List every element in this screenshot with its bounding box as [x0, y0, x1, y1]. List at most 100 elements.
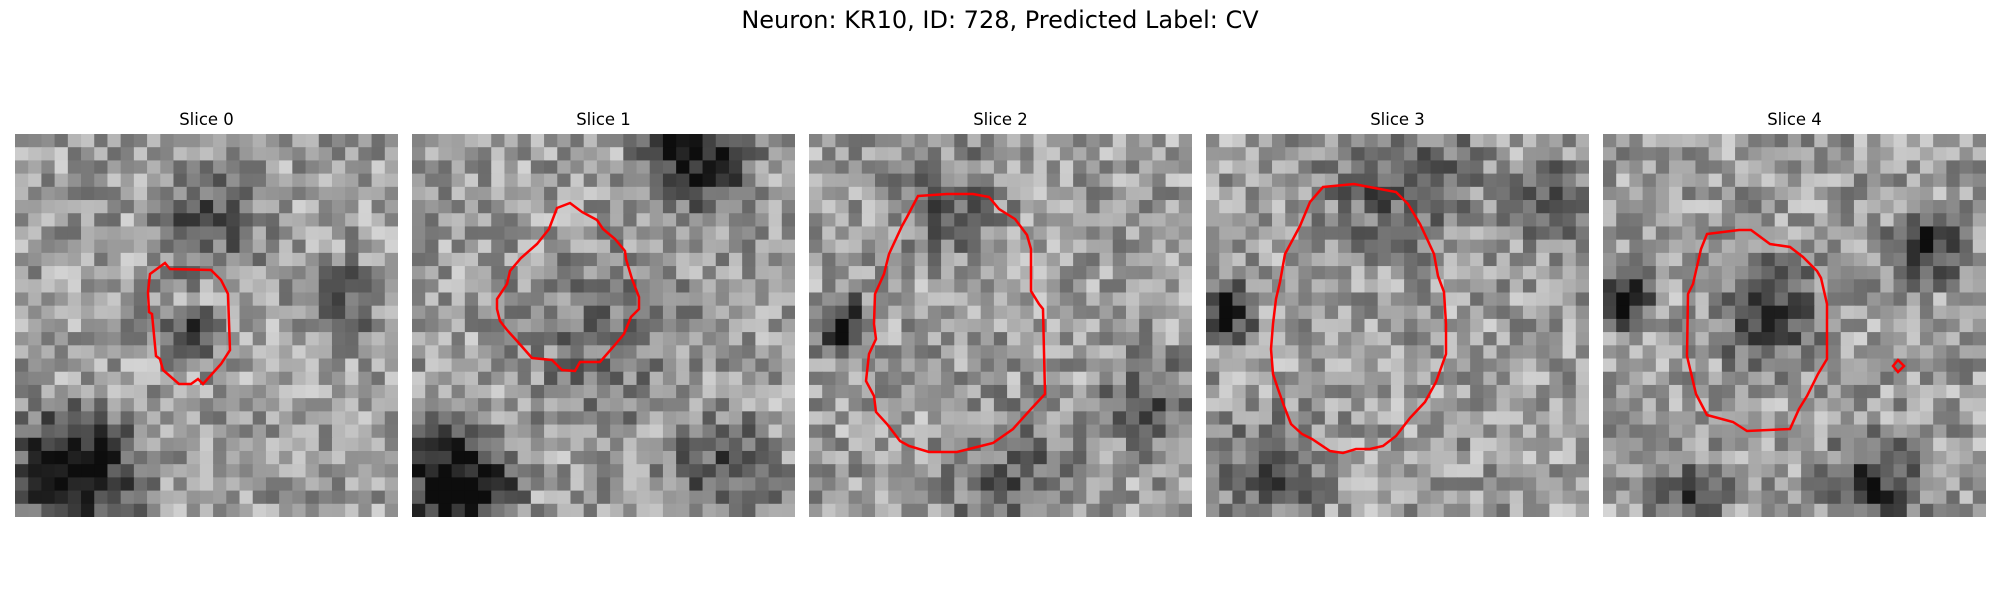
pixel [252, 200, 267, 214]
pixel [1562, 384, 1577, 399]
pixel [1575, 345, 1589, 360]
pixel [371, 292, 386, 307]
pixel [715, 239, 730, 254]
pixel [1721, 147, 1736, 162]
pixel [596, 437, 611, 452]
pixel [728, 173, 743, 188]
pixel [384, 226, 398, 241]
pixel [1787, 147, 1802, 162]
pixel [715, 371, 730, 386]
pixel [1853, 147, 1868, 162]
pixel [980, 450, 995, 465]
pixel [1549, 279, 1564, 294]
pixel [1219, 384, 1234, 399]
pixel [768, 292, 783, 307]
pixel [809, 437, 823, 452]
pixel [848, 464, 863, 478]
pixel [81, 292, 95, 307]
pixel [371, 411, 386, 426]
pixel [1086, 134, 1101, 148]
pixel [835, 266, 850, 280]
pixel [623, 384, 638, 399]
pixel [1245, 490, 1260, 505]
pixel [1536, 398, 1550, 412]
pixel [1616, 252, 1631, 267]
pixel [888, 411, 903, 426]
pixel [742, 173, 756, 188]
pixel [809, 411, 823, 426]
panel-title-slice-3: Slice 3 [1370, 110, 1425, 129]
pixel [1059, 411, 1074, 426]
pixel [226, 384, 241, 399]
pixel [345, 490, 359, 505]
pixel [623, 464, 638, 478]
pixel [848, 147, 863, 162]
pixel [1655, 371, 1670, 386]
pixel [412, 266, 426, 280]
pixel [1430, 147, 1445, 162]
pixel [120, 411, 135, 426]
pixel [451, 186, 466, 201]
pixel [120, 437, 135, 452]
pixel [1272, 437, 1286, 452]
pixel [1721, 490, 1736, 505]
pixel [649, 477, 664, 492]
pixel [1470, 345, 1484, 360]
pixel [186, 450, 201, 465]
pixel [544, 398, 558, 412]
pixel [1152, 226, 1167, 241]
pixel [94, 437, 109, 452]
pixel [1695, 358, 1710, 373]
pixel [1972, 186, 1986, 201]
pixel [1735, 134, 1749, 148]
pixel [1787, 239, 1802, 254]
pixel [213, 147, 227, 162]
pixel [1814, 226, 1829, 241]
pixel [728, 213, 743, 228]
pixel [478, 160, 492, 175]
pixel [478, 252, 492, 267]
pixel [1298, 371, 1313, 386]
pixel [81, 332, 95, 346]
pixel [689, 147, 704, 162]
pixel [1827, 490, 1842, 505]
pixel [689, 134, 704, 148]
pixel [1893, 160, 1908, 175]
pixel [1642, 358, 1657, 373]
pixel [848, 292, 863, 307]
pixel [583, 332, 598, 346]
pixel [1827, 332, 1842, 346]
pixel [425, 358, 440, 373]
pixel [15, 134, 29, 148]
pixel [848, 490, 863, 505]
pixel [728, 437, 743, 452]
pixel [1603, 450, 1617, 465]
pixel [292, 279, 307, 294]
pixel [425, 200, 440, 214]
pixel [199, 239, 214, 254]
pixel [1748, 345, 1763, 360]
pixel [1324, 464, 1339, 478]
pixel [1483, 318, 1498, 333]
pixel [901, 292, 916, 307]
pixel [1139, 226, 1153, 241]
pixel [160, 345, 175, 360]
pixel [28, 213, 43, 228]
pixel [822, 477, 837, 492]
pixel [809, 160, 823, 175]
pixel [1165, 503, 1180, 517]
pixel [1748, 490, 1763, 505]
pixel [676, 239, 690, 254]
pixel [1377, 450, 1392, 465]
pixel [384, 437, 398, 452]
pixel [28, 332, 43, 346]
pixel [41, 345, 56, 360]
pixel [1139, 292, 1153, 307]
pixel [1206, 398, 1220, 412]
pixel [107, 332, 122, 346]
pixel [768, 477, 783, 492]
pixel [1761, 186, 1776, 201]
pixel [1655, 305, 1670, 320]
pixel [702, 226, 717, 241]
pixel [1549, 292, 1564, 307]
